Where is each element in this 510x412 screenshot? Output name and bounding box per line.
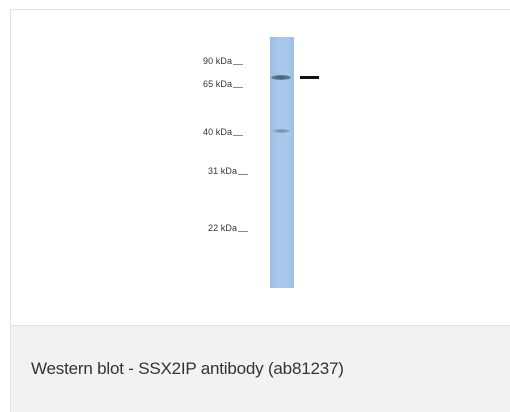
band-indicator-dash	[300, 76, 319, 79]
caption-panel: Western blot - SSX2IP antibody (ab81237)	[11, 325, 510, 412]
protein-band-main	[271, 75, 291, 80]
marker-label-31: 31 kDa	[208, 166, 249, 176]
protein-band-faint	[273, 129, 290, 133]
figure-card: 90 kDa 65 kDa 40 kDa 31 kDa 22 kDa Weste…	[10, 9, 510, 412]
marker-label-22: 22 kDa	[208, 223, 249, 233]
figure-caption: Western blot - SSX2IP antibody (ab81237)	[31, 359, 344, 378]
marker-label-90: 90 kDa	[203, 56, 244, 66]
marker-label-65: 65 kDa	[203, 79, 244, 89]
marker-label-40: 40 kDa	[203, 127, 244, 137]
western-blot-image[interactable]: 90 kDa 65 kDa 40 kDa 31 kDa 22 kDa	[11, 10, 510, 325]
